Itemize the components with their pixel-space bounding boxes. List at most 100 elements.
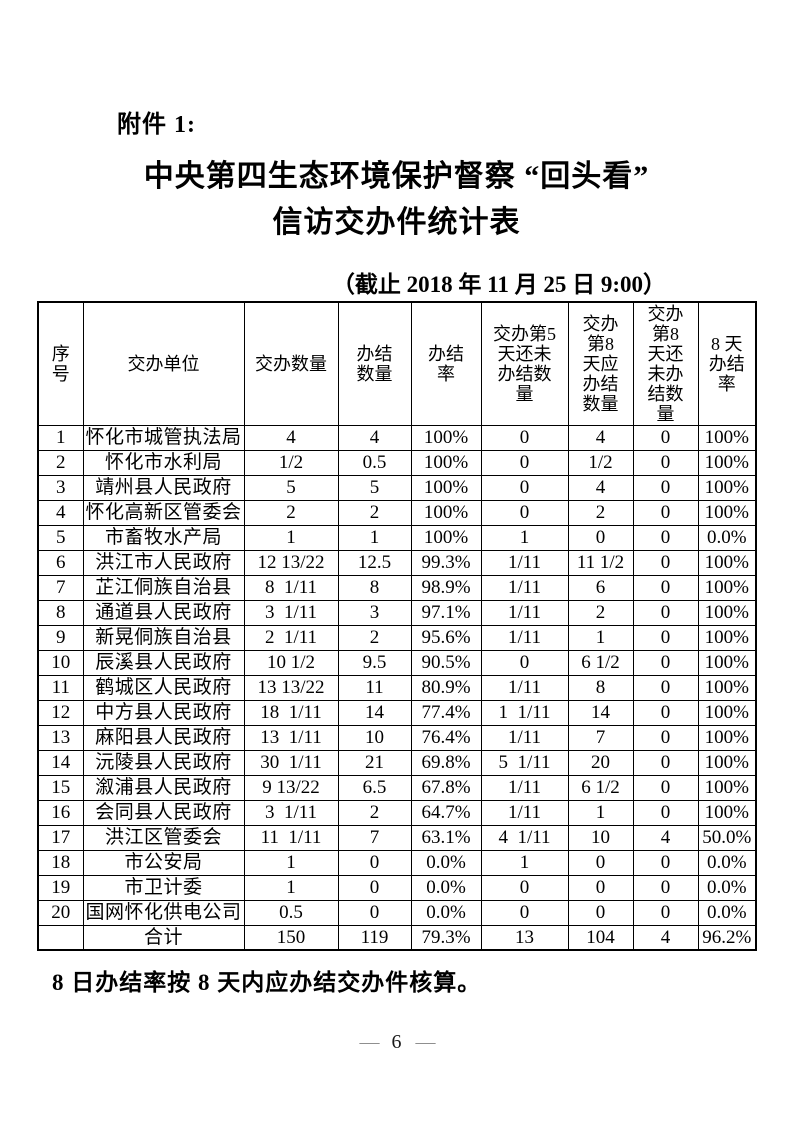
table-row-cell-day8-due: 0 [567, 874, 634, 901]
table-row-cell-day8-rate: 0.0% [697, 899, 757, 926]
table-row-cell-completed-count: 11 [337, 674, 412, 701]
table-row-cell-assigned-count: 3 1/11 [243, 799, 339, 826]
table-row-cell-day8-due: 6 1/2 [567, 649, 634, 676]
table-header-row: 序 号交办单位 交办数量 办结 数量 办结 率交办第5 天还未 办结数 量交办 第8 … [37, 301, 757, 426]
table-row-cell-day8-due: 0 [567, 849, 634, 876]
table-row-cell-unit: 洪江市人民政府 [82, 549, 245, 576]
table-row-cell-day8-unfinished: 0 [632, 699, 699, 726]
table-row-cell-day8-rate: 100% [697, 574, 757, 601]
table-row-cell-seq: 6 [37, 549, 84, 576]
table-row-cell-day8-rate: 100% [697, 474, 757, 501]
table-row-cell-assigned-count: 13 1/11 [243, 724, 339, 751]
table-row-cell-seq: 20 [37, 899, 84, 926]
table-row-cell-completion-rate: 100% [410, 449, 482, 476]
column-header-assigned-count: 交办数量 [243, 301, 339, 426]
table-row: 14 沅陵县人民政府 30 1/11 21 69.8% 5 1/11 20 0 100% [37, 749, 757, 776]
total-row-cell-day5-unfinished: 13 [480, 924, 569, 951]
table-row: 9 新晃侗族自治县 2 1/11 2 95.6% 1/11 1 0 100% [37, 624, 757, 651]
table-row-cell-day5-unfinished: 1/11 [480, 599, 569, 626]
column-header-day8-rate: 8 天 办结 率 [697, 301, 757, 426]
table-row-cell-day8-unfinished: 0 [632, 874, 699, 901]
table-row-cell-day8-rate: 100% [697, 774, 757, 801]
table-row-cell-day8-unfinished: 0 [632, 724, 699, 751]
table-row-cell-day5-unfinished: 1 1/11 [480, 699, 569, 726]
table-row-cell-day5-unfinished: 0 [480, 499, 569, 526]
table-row-cell-day8-due: 4 [567, 474, 634, 501]
table-row-cell-day8-unfinished: 0 [632, 524, 699, 551]
table-row-cell-day5-unfinished: 5 1/11 [480, 749, 569, 776]
table-row-cell-day8-unfinished: 0 [632, 574, 699, 601]
table-row-cell-completion-rate: 100% [410, 524, 482, 551]
table-row-cell-day5-unfinished: 0 [480, 424, 569, 451]
table-row-cell-completion-rate: 67.8% [410, 774, 482, 801]
table-row-cell-day5-unfinished: 0 [480, 899, 569, 926]
table-row-cell-day8-due: 4 [567, 424, 634, 451]
table-row-cell-seq: 4 [37, 499, 84, 526]
table-row-cell-day5-unfinished: 0 [480, 874, 569, 901]
table-row-cell-day8-due: 7 [567, 724, 634, 751]
table-row-cell-day5-unfinished: 1 [480, 524, 569, 551]
table-row-cell-day8-unfinished: 0 [632, 899, 699, 926]
table-row-cell-day8-unfinished: 0 [632, 624, 699, 651]
table-row-cell-day5-unfinished: 1/11 [480, 624, 569, 651]
table-row-cell-unit: 市公安局 [82, 849, 245, 876]
table-row: 20 国网怀化供电公司 0.5 0 0.0% 0 0 0 0.0% [37, 899, 757, 926]
table-row-cell-seq: 10 [37, 649, 84, 676]
column-header-unit: 交办单位 [82, 301, 245, 426]
table-row-cell-seq: 3 [37, 474, 84, 501]
table-row-cell-seq: 12 [37, 699, 84, 726]
table-row: 5 市畜牧水产局 1 1 100% 1 0 0 0.0% [37, 524, 757, 551]
table-row-cell-day8-rate: 100% [697, 724, 757, 751]
table-row-cell-completion-rate: 63.1% [410, 824, 482, 851]
table-row-cell-day8-rate: 100% [697, 499, 757, 526]
table-row-cell-assigned-count: 2 [243, 499, 339, 526]
table-row: 11 鹤城区人民政府 13 13/22 11 80.9% 1/11 8 0 100% [37, 674, 757, 701]
table-row-cell-day8-rate: 100% [697, 749, 757, 776]
table-row-cell-day8-unfinished: 0 [632, 474, 699, 501]
table-row: 2 怀化市水利局 1/2 0.5 100% 0 1/2 0 100% [37, 449, 757, 476]
statistics-table: 序 号交办单位 交办数量 办结 数量 办结 率交办第5 天还未 办结数 量交办 第8 … [37, 301, 757, 951]
table-row-cell-assigned-count: 12 13/22 [243, 549, 339, 576]
table-row-cell-assigned-count: 11 1/11 [243, 824, 339, 851]
document-title: 中央第四生态环境保护督察 “回头看” 信访交办件统计表 [0, 154, 793, 246]
total-row-cell-day8-due: 104 [567, 924, 634, 951]
table-row-cell-day8-due: 8 [567, 674, 634, 701]
total-row-cell-completed-count: 119 [337, 924, 412, 951]
table-row-cell-assigned-count: 1/2 [243, 449, 339, 476]
table-row-cell-day5-unfinished: 1/11 [480, 774, 569, 801]
table-row-cell-day5-unfinished: 1/11 [480, 799, 569, 826]
table-row-cell-completed-count: 5 [337, 474, 412, 501]
table-row-cell-day8-rate: 100% [697, 624, 757, 651]
table-row-cell-day8-rate: 100% [697, 599, 757, 626]
table-row-cell-day8-due: 11 1/2 [567, 549, 634, 576]
column-header-day8-due: 交办 第8 天应 办结 数量 [567, 301, 634, 426]
total-row-cell-seq [37, 924, 84, 951]
table-row-cell-assigned-count: 13 13/22 [243, 674, 339, 701]
table-row-cell-unit: 怀化高新区管委会 [82, 499, 245, 526]
table-row-cell-completion-rate: 100% [410, 499, 482, 526]
table-row-cell-assigned-count: 1 [243, 524, 339, 551]
table-row-cell-completion-rate: 100% [410, 474, 482, 501]
table-row-cell-seq: 14 [37, 749, 84, 776]
table-row-cell-unit: 芷江侗族自治县 [82, 574, 245, 601]
table-row-cell-day8-rate: 100% [697, 699, 757, 726]
table-row-cell-unit: 通道县人民政府 [82, 599, 245, 626]
table-row: 16 会同县人民政府 3 1/11 2 64.7% 1/11 1 0 100% [37, 799, 757, 826]
table-row-cell-day8-due: 2 [567, 599, 634, 626]
table-row-cell-day8-due: 0 [567, 899, 634, 926]
table-row-cell-day5-unfinished: 0 [480, 649, 569, 676]
table-row-cell-day8-due: 6 1/2 [567, 774, 634, 801]
column-header-day8-unfinished: 交办 第8 天还 未办 结数 量 [632, 301, 699, 426]
table-row-cell-seq: 11 [37, 674, 84, 701]
table-row-cell-day8-unfinished: 0 [632, 849, 699, 876]
table-row-cell-unit: 新晃侗族自治县 [82, 624, 245, 651]
table-row-cell-day5-unfinished: 1/11 [480, 574, 569, 601]
table-row: 6 洪江市人民政府 12 13/22 12.5 99.3% 1/11 11 1/2 0 100% [37, 549, 757, 576]
table-row-cell-day8-unfinished: 0 [632, 499, 699, 526]
table-row-cell-day8-rate: 100% [697, 449, 757, 476]
table-row-cell-day5-unfinished: 1 [480, 849, 569, 876]
table-row-cell-assigned-count: 18 1/11 [243, 699, 339, 726]
table-row-cell-completed-count: 2 [337, 499, 412, 526]
table-row-cell-completed-count: 0 [337, 874, 412, 901]
table-row-cell-day8-rate: 100% [697, 549, 757, 576]
